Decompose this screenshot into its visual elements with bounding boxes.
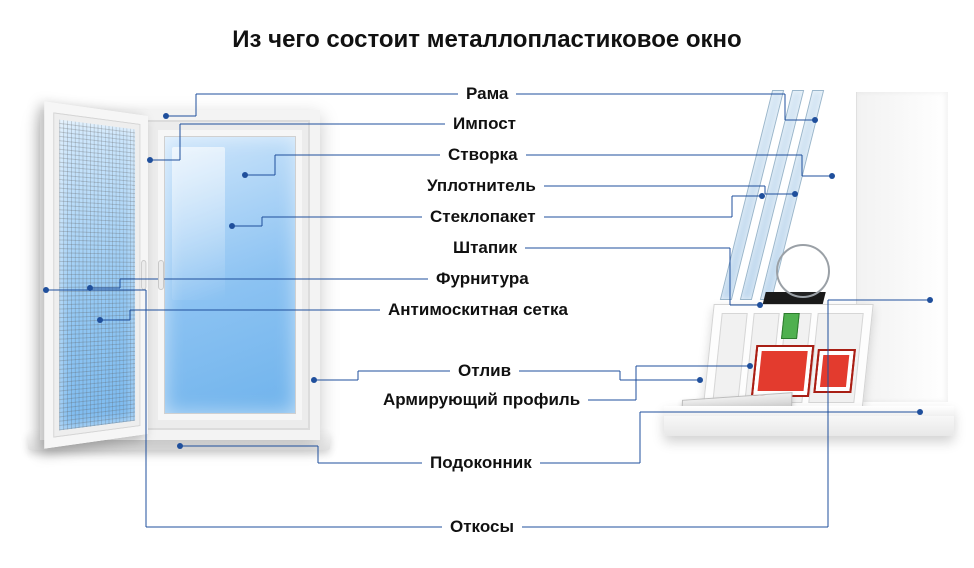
left-window-illustration — [40, 110, 320, 440]
wall-slope — [856, 92, 948, 402]
label-seal: Уплотнитель — [427, 176, 536, 196]
magnifier-circle — [776, 244, 830, 298]
glazing-bead — [781, 313, 800, 339]
diagram-title: Из чего состоит металлопластиковое окно — [0, 26, 974, 54]
label-drip: Отлив — [458, 361, 511, 381]
steel-reinforcement — [751, 345, 814, 397]
label-glazing: Стеклопакет — [430, 207, 536, 227]
handle-left — [141, 260, 146, 290]
label-frame: Рама — [466, 84, 508, 104]
label-reinforce: Армирующий профиль — [383, 390, 580, 410]
label-hardware: Фурнитура — [436, 269, 529, 289]
label-impost: Импост — [453, 114, 516, 134]
label-mosquito: Антимоскитная сетка — [388, 300, 568, 320]
interior-windowsill — [664, 406, 954, 436]
label-slopes: Откосы — [450, 517, 514, 537]
fixed-glass-pane — [158, 130, 302, 420]
chamber — [712, 313, 747, 403]
label-sash: Створка — [448, 145, 518, 165]
steel-reinforcement — [813, 349, 856, 393]
mosquito-mesh — [59, 120, 135, 431]
label-bead: Штапик — [453, 238, 517, 258]
open-sash — [44, 101, 148, 448]
label-sill: Подоконник — [430, 453, 532, 473]
handle-right — [158, 260, 164, 290]
right-cutaway-illustration — [668, 92, 948, 462]
